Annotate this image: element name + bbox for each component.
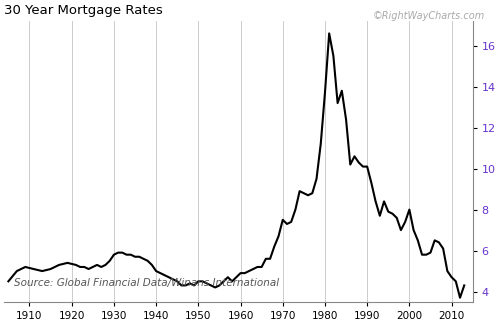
Text: Source: Global Financial Data/Winans International: Source: Global Financial Data/Winans Int… — [14, 278, 278, 288]
Text: ©RightWayCharts.com: ©RightWayCharts.com — [373, 11, 485, 21]
Text: 30 Year Mortgage Rates: 30 Year Mortgage Rates — [4, 4, 163, 17]
